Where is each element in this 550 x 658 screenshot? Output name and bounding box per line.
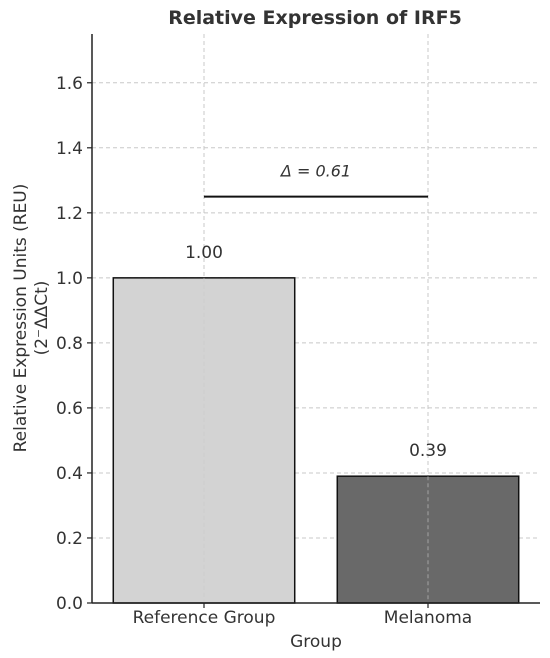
y-tick-label: 1.6 xyxy=(56,74,83,94)
labels-layer: 1.00 0.39 xyxy=(185,243,447,461)
x-tick-label: Reference Group xyxy=(133,608,276,628)
y-tick-label: 0.0 xyxy=(56,594,83,614)
bar-value-label: 0.39 xyxy=(409,441,447,461)
y-axis-label-unit: (2⁻ΔΔCt) xyxy=(32,281,52,356)
bars-layer xyxy=(112,277,520,604)
y-tick-label: 1.2 xyxy=(56,204,83,224)
axes-layer xyxy=(91,34,540,604)
x-axis-label: Group xyxy=(290,632,342,652)
annotation-text: Δ = 0.61 xyxy=(279,162,351,181)
bar-value-label: 1.00 xyxy=(185,243,223,263)
y-tick-label: 0.8 xyxy=(56,334,83,354)
x-tick-label: Melanoma xyxy=(384,608,472,628)
y-tick-label: 0.6 xyxy=(56,399,83,419)
chart-title: Relative Expression of IRF5 xyxy=(168,7,462,29)
y-tick-label: 0.4 xyxy=(56,464,83,484)
grid-layer xyxy=(92,34,540,603)
y-tick-label: 1.4 xyxy=(56,139,83,159)
y-axis-label: Relative Expression Units (REU) xyxy=(11,184,31,453)
y-tick-label: 1.0 xyxy=(56,269,83,289)
ticks-layer: 0.0 0.2 0.4 0.6 0.8 1.0 1.2 1.4 1.6 Reference Gro… xyxy=(56,74,472,628)
y-tick-label: 0.2 xyxy=(56,529,83,549)
